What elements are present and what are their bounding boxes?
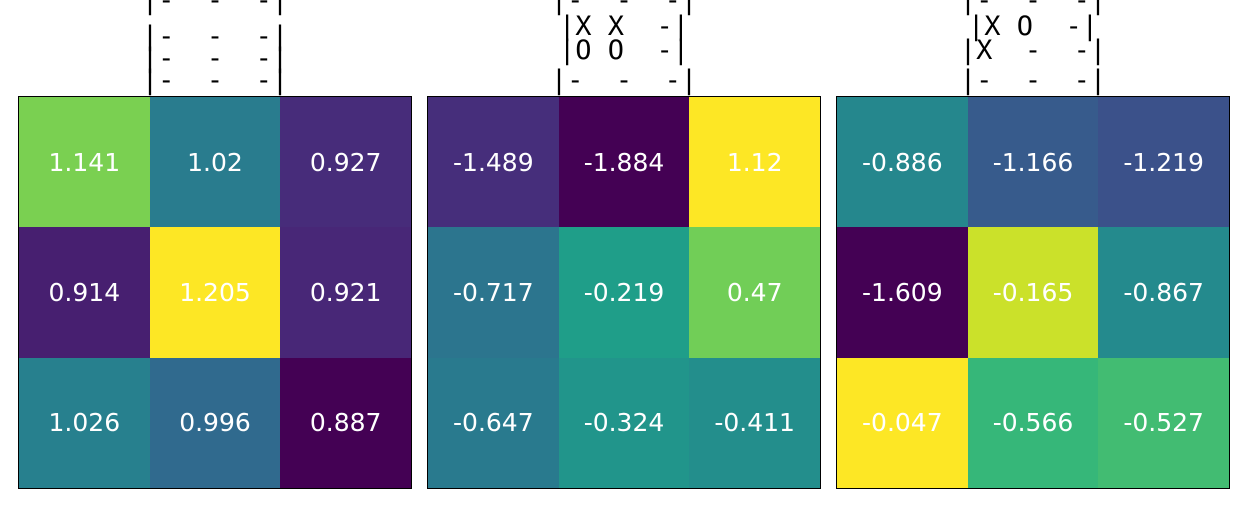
heatmap-cell: -0.867 (1098, 227, 1229, 358)
board-row: |- - -| (141, 21, 289, 52)
heatmap-cell: -1.609 (837, 227, 968, 358)
board-state-title: |- - -| |- - -| |- - -| |- - -| (18, 0, 412, 96)
heatmap-panel-1: |- - -| |- - -| |- - -| |- - -| 1.141 1.… (18, 0, 412, 489)
heatmap-cell: 1.141 (19, 97, 150, 228)
heatmap-grid: -0.886 -1.166 -1.219 -1.609 -0.165 -0.86… (836, 96, 1230, 489)
board-row: |- - -| (141, 0, 289, 16)
heatmap-cell: -0.324 (558, 357, 690, 488)
heatmap-cell: -1.219 (1098, 97, 1229, 228)
board-row: |O O -| (558, 35, 690, 66)
board-row: |X O -| (967, 11, 1099, 42)
heatmap-cell: -0.165 (967, 227, 1099, 358)
board-state-title: |- - -| |X X -| |O O -| |- - -| (427, 0, 821, 96)
heatmap-cell: -0.886 (837, 97, 968, 228)
heatmap-cell: -0.566 (967, 357, 1099, 488)
heatmap-grid: -1.489 -1.884 1.12 -0.717 -0.219 0.47 -0… (427, 96, 821, 489)
heatmap-cell: -0.717 (428, 227, 559, 358)
board-row: |- - -| (550, 0, 698, 16)
board-row: |- - -| (141, 65, 289, 96)
board-row: |- - -| (550, 65, 698, 96)
board-state-title: |- - -| |X O -| |X - -| |- - -| (836, 0, 1230, 96)
heatmap-panel-2: |- - -| |X X -| |O O -| |- - -| -1.489 -… (427, 0, 821, 489)
heatmap-cell: -0.047 (837, 357, 968, 488)
heatmap-cell: 0.47 (689, 227, 820, 358)
board-row: |- - -| (141, 43, 289, 74)
heatmap-cell: 1.02 (149, 97, 281, 228)
heatmap-cell: -1.166 (967, 97, 1099, 228)
heatmap-cell: 1.026 (19, 357, 150, 488)
heatmap-cell: -0.411 (689, 357, 820, 488)
heatmap-cell: -0.647 (428, 357, 559, 488)
heatmap-grid: 1.141 1.02 0.927 0.914 1.205 0.921 1.026… (18, 96, 412, 489)
board-row: |X X -| (558, 11, 690, 42)
heatmap-cell: -1.489 (428, 97, 559, 228)
heatmap-cell: 0.887 (280, 357, 411, 488)
board-row: |- - -| (959, 65, 1107, 96)
heatmap-cell: 0.927 (280, 97, 411, 228)
board-row: |X - -| (959, 35, 1107, 66)
heatmap-cell: 1.205 (149, 227, 281, 358)
heatmap-cell: 0.914 (19, 227, 150, 358)
heatmap-cell: -0.219 (558, 227, 690, 358)
heatmap-cell: 0.921 (280, 227, 411, 358)
board-row: |- - -| (959, 0, 1107, 16)
heatmap-cell: 0.996 (149, 357, 281, 488)
heatmap-cell: 1.12 (689, 97, 820, 228)
heatmap-cell: -1.884 (558, 97, 690, 228)
heatmap-panel-3: |- - -| |X O -| |X - -| |- - -| -0.886 -… (836, 0, 1230, 489)
heatmap-cell: -0.527 (1098, 357, 1229, 488)
